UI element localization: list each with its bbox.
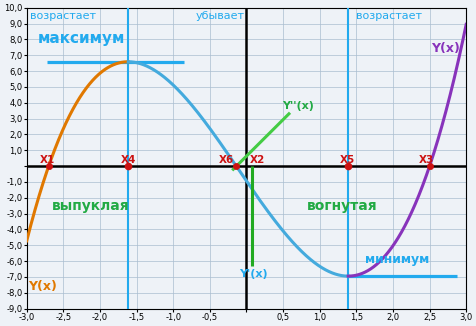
Text: возрастает: возрастает bbox=[356, 11, 421, 21]
Text: максимум: максимум bbox=[38, 31, 125, 46]
Text: Y(x): Y(x) bbox=[430, 42, 459, 55]
Text: X6: X6 bbox=[218, 155, 233, 165]
Text: X3: X3 bbox=[418, 155, 433, 165]
Text: Y''(x): Y''(x) bbox=[281, 101, 313, 111]
Text: X5: X5 bbox=[339, 155, 355, 165]
Text: X2: X2 bbox=[249, 155, 265, 165]
Text: минимум: минимум bbox=[364, 253, 428, 266]
Text: X1: X1 bbox=[40, 155, 55, 165]
Text: Y'(x): Y'(x) bbox=[238, 269, 267, 279]
Text: вогнутая: вогнутая bbox=[306, 200, 377, 214]
Text: выпуклая: выпуклая bbox=[52, 200, 129, 214]
Text: Y(x): Y(x) bbox=[28, 280, 57, 293]
Text: возрастает: возрастает bbox=[30, 11, 96, 21]
Text: X4: X4 bbox=[120, 155, 136, 165]
Text: убывает: убывает bbox=[195, 11, 244, 21]
